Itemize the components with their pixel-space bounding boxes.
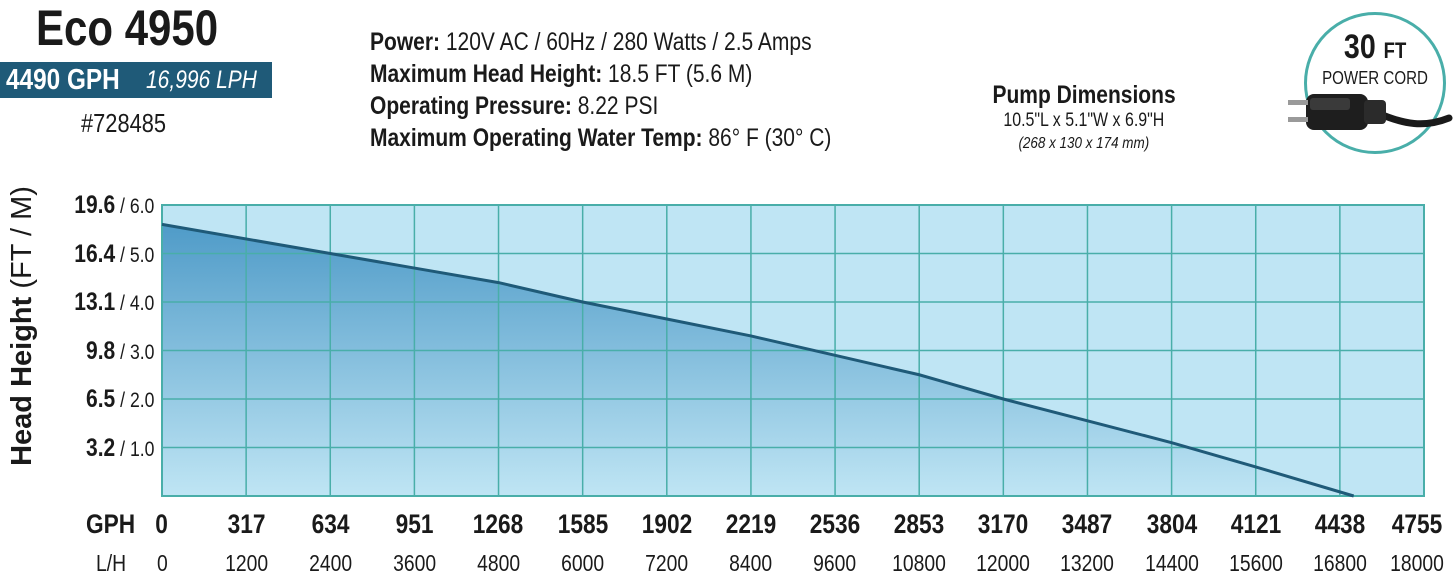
power-cord-length: 30 FT <box>1343 28 1407 66</box>
x-tick-gph: 2219 <box>725 509 777 539</box>
x-tick-gph: 3804 <box>1146 509 1197 539</box>
pump-dimensions-metric: (268 x 130 x 174 mm) <box>1018 135 1150 152</box>
x-tick-gph: 3487 <box>1062 509 1113 539</box>
x-tick-lh: 16800 <box>1312 550 1367 576</box>
x-tick-lh: 1200 <box>224 550 268 576</box>
x-tick-lh: 15600 <box>1228 550 1283 576</box>
x-tick-lh: 12000 <box>976 550 1031 576</box>
x-tick-gph: 1902 <box>641 509 693 539</box>
x-tick-lh: 9600 <box>813 550 857 576</box>
power-cord-badge <box>1304 12 1446 154</box>
x-tick-gph: 951 <box>395 509 434 539</box>
pump-dimensions-title: Pump Dimensions <box>992 81 1176 109</box>
x-tick-gph: 4755 <box>1391 509 1443 539</box>
flow-rate-badge: 4490 GPH 16,996 LPH <box>0 62 272 98</box>
x-tick-lh: 13200 <box>1060 550 1115 576</box>
flow-lph: 16,996 LPH <box>146 66 257 94</box>
spec-operating-pressure: Operating Pressure: 8.22 PSI <box>370 92 659 120</box>
power-plug-icon <box>1288 94 1453 130</box>
x-axis-gph-label: GPH <box>86 509 136 539</box>
y-tick-label: 16.4 / 5.0 <box>73 239 154 268</box>
x-tick-gph: 0 <box>155 509 169 539</box>
x-tick-gph: 2536 <box>809 509 861 539</box>
x-tick-lh: 3600 <box>392 550 436 576</box>
power-cord-label: POWER CORD <box>1322 68 1428 88</box>
y-tick-label: 3.2 / 1.0 <box>85 433 154 462</box>
performance-area <box>162 224 1354 496</box>
model-title: Eco 4950 <box>36 0 219 56</box>
x-tick-lh: 6000 <box>561 550 605 576</box>
y-tick-label: 9.8 / 3.0 <box>85 336 154 365</box>
spec-max-head-height: Maximum Head Height: 18.5 FT (5.6 M) <box>370 60 753 88</box>
x-tick-gph: 317 <box>227 509 266 539</box>
x-tick-lh: 2400 <box>308 550 352 576</box>
x-tick-lh: 4800 <box>477 550 521 576</box>
part-number: #728485 <box>81 108 167 138</box>
x-axis-lh-label: L/H <box>96 550 127 576</box>
flow-gph: 4490 GPH <box>6 64 120 96</box>
y-tick-label: 19.6 / 6.0 <box>73 191 154 219</box>
x-tick-gph: 4438 <box>1314 509 1366 539</box>
y-tick-label: 13.1 / 4.0 <box>73 288 154 316</box>
x-tick-gph: 4121 <box>1230 509 1281 539</box>
x-tick-gph: 1585 <box>557 509 608 539</box>
y-tick-label: 6.5 / 2.0 <box>85 385 154 413</box>
plot-frame <box>161 204 1425 497</box>
x-tick-lh: 8400 <box>729 550 773 576</box>
pump-dimensions-size: 10.5"L x 5.1"W x 6.9"H <box>1003 110 1165 131</box>
x-tick-gph: 3170 <box>978 509 1029 539</box>
x-tick-gph: 634 <box>311 509 350 539</box>
performance-curve <box>161 222 1355 498</box>
x-tick-gph: 1268 <box>473 509 524 539</box>
spec-power: Power: 120V AC / 60Hz / 280 Watts / 2.5 … <box>370 28 812 56</box>
x-tick-lh: 18000 <box>1390 550 1444 576</box>
x-tick-gph: 2853 <box>893 509 945 539</box>
x-tick-lh: 10800 <box>892 550 947 576</box>
x-tick-lh: 7200 <box>645 550 689 576</box>
x-tick-lh: 0 <box>156 550 168 576</box>
x-tick-lh: 14400 <box>1144 550 1199 576</box>
spec-max-water-temp: Maximum Operating Water Temp: 86° F (30°… <box>370 124 832 152</box>
